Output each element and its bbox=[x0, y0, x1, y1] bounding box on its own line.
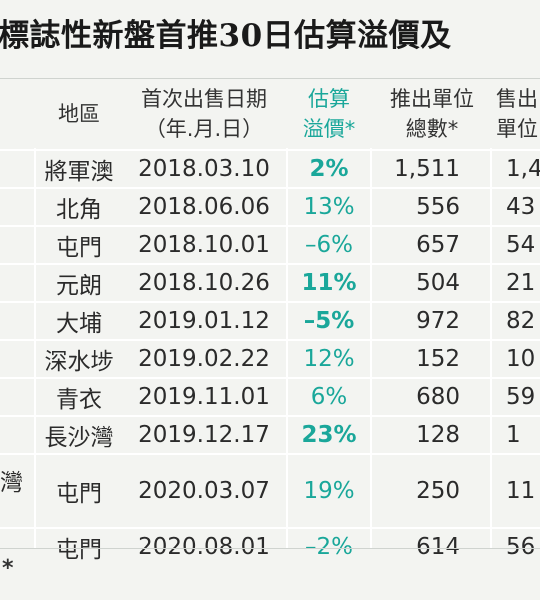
header-premium: 估算 溢價* bbox=[288, 79, 370, 149]
row-premium: 23% bbox=[301, 422, 357, 448]
row-premium: 11% bbox=[301, 270, 357, 296]
row-premium: 19% bbox=[303, 478, 355, 504]
table-row: 將軍澳 2018.03.10 2% 1,511 1,45 bbox=[0, 149, 540, 187]
row-sold: 43 bbox=[506, 194, 536, 220]
row-area: 屯門 bbox=[56, 481, 102, 507]
row-premium: –5% bbox=[303, 308, 355, 334]
table-header: 地區 首次出售日期 （年.月.日） 估算 溢價* 推出單位 總數* 售出 單位 bbox=[0, 78, 540, 149]
table-row: 長沙灣 2019.12.17 23% 128 1 bbox=[0, 415, 540, 453]
row-premium: –6% bbox=[305, 232, 353, 258]
row-premium: –2% bbox=[305, 534, 353, 560]
table-row: 北角 2018.06.06 13% 556 43 bbox=[0, 187, 540, 225]
row-sold: 1,45 bbox=[506, 156, 540, 182]
header-units-line1: 推出單位 bbox=[390, 87, 474, 111]
header-sold-line2: 單位 bbox=[496, 117, 538, 141]
table-row: 屯門 2020.08.01 –2% 614 56 bbox=[0, 527, 540, 565]
table-row: 屯門 2018.10.01 –6% 657 54 bbox=[0, 225, 540, 263]
row-units: 657 bbox=[416, 232, 460, 258]
row-units: 250 bbox=[416, 478, 460, 504]
row-development-fragment: 灣 bbox=[0, 470, 23, 496]
row-premium: 2% bbox=[309, 156, 349, 182]
row-sold: 59 bbox=[506, 384, 536, 410]
footnote: * bbox=[2, 556, 14, 581]
header-units: 推出單位 總數* bbox=[372, 79, 492, 149]
row-units: 972 bbox=[416, 308, 460, 334]
row-area: 青衣 bbox=[56, 387, 102, 413]
table-title: 標誌性新盤首推30日估算溢價及 bbox=[0, 18, 452, 54]
header-sold-line1: 售出 bbox=[496, 87, 538, 111]
row-date: 2018.06.06 bbox=[138, 194, 270, 220]
header-area: 地區 bbox=[36, 79, 122, 149]
row-area: 屯門 bbox=[56, 235, 102, 261]
row-date: 2018.10.26 bbox=[138, 270, 270, 296]
row-date: 2020.08.01 bbox=[138, 534, 270, 560]
header-premium-line2: 溢價* bbox=[302, 117, 356, 141]
header-premium-line1: 估算 bbox=[308, 87, 350, 111]
row-units: 556 bbox=[416, 194, 460, 220]
row-date: 2019.12.17 bbox=[138, 422, 270, 448]
table-body: 將軍澳 2018.03.10 2% 1,511 1,45 北角 2018.06.06 13% 5… bbox=[0, 149, 540, 565]
row-sold: 56 bbox=[506, 534, 536, 560]
row-area: 將軍澳 bbox=[44, 159, 114, 185]
row-sold: 1 bbox=[506, 422, 521, 448]
row-date: 2020.03.07 bbox=[138, 478, 270, 504]
row-sold: 82 bbox=[506, 308, 536, 334]
table-row: 青衣 2019.11.01 6% 680 59 bbox=[0, 377, 540, 415]
row-units: 1,511 bbox=[394, 156, 460, 182]
header-sold: 售出 單位 bbox=[492, 79, 540, 149]
row-premium: 6% bbox=[310, 384, 348, 410]
header-units-line2: 總數* bbox=[405, 117, 459, 141]
table-bottom-border bbox=[0, 548, 540, 549]
row-units: 680 bbox=[416, 384, 460, 410]
header-date-line1: 首次出售日期 bbox=[141, 87, 267, 111]
column-separator bbox=[286, 148, 288, 548]
row-units: 152 bbox=[416, 346, 460, 372]
row-date: 2018.03.10 bbox=[138, 156, 270, 182]
row-sold: 54 bbox=[506, 232, 536, 258]
row-premium: 12% bbox=[303, 346, 355, 372]
column-separator bbox=[370, 148, 372, 548]
row-sold: 10 bbox=[506, 346, 536, 372]
row-date: 2019.11.01 bbox=[138, 384, 270, 410]
row-premium: 13% bbox=[303, 194, 355, 220]
row-date: 2019.01.12 bbox=[138, 308, 270, 334]
row-units: 614 bbox=[416, 534, 460, 560]
column-separator bbox=[490, 148, 492, 548]
table-row: 灣 屯門 2020.03.07 19% 250 11 bbox=[0, 453, 540, 527]
header-date: 首次出售日期 （年.月.日） bbox=[122, 79, 286, 149]
column-separator bbox=[34, 148, 36, 548]
row-area: 屯門 bbox=[56, 537, 102, 563]
row-area: 北角 bbox=[56, 197, 102, 223]
header-area-label: 地區 bbox=[58, 102, 100, 126]
row-sold: 11 bbox=[506, 478, 536, 504]
row-units: 128 bbox=[416, 422, 460, 448]
row-area: 深水埗 bbox=[44, 349, 114, 375]
header-date-line2: （年.月.日） bbox=[144, 117, 264, 141]
row-area: 大埔 bbox=[56, 311, 102, 337]
row-units: 504 bbox=[416, 270, 460, 296]
row-area: 長沙灣 bbox=[44, 425, 114, 451]
row-date: 2019.02.22 bbox=[138, 346, 270, 372]
table-row: 元朗 2018.10.26 11% 504 21 bbox=[0, 263, 540, 301]
premium-table: 地區 首次出售日期 （年.月.日） 估算 溢價* 推出單位 總數* 售出 單位 … bbox=[0, 78, 540, 565]
table-row: 深水埗 2019.02.22 12% 152 10 bbox=[0, 339, 540, 377]
row-date: 2018.10.01 bbox=[138, 232, 270, 258]
row-sold: 21 bbox=[506, 270, 536, 296]
table-row: 大埔 2019.01.12 –5% 972 82 bbox=[0, 301, 540, 339]
row-area: 元朗 bbox=[56, 273, 102, 299]
